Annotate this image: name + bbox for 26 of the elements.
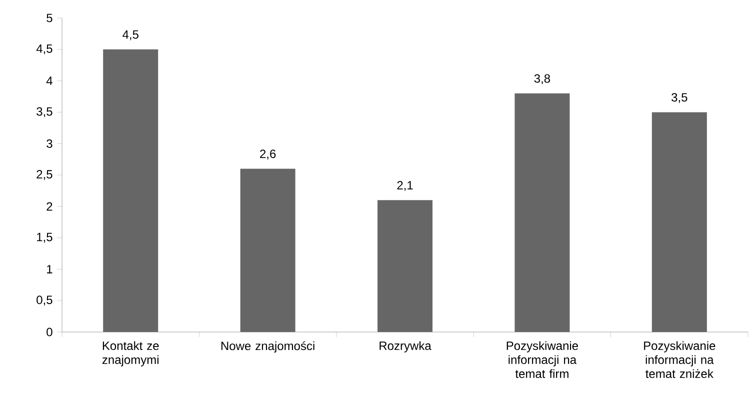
x-tick-label: Kontakt ze znajomymi [102, 341, 159, 366]
data-label: 3,8 [534, 74, 550, 84]
y-tick-label: 4 [46, 76, 52, 85]
x-tick-label: Pozyskiwanie informacji na temat firm [506, 341, 578, 378]
data-label: 4,5 [122, 30, 138, 40]
y-tick-label: 2 [46, 202, 52, 211]
y-tick-label: 3 [46, 139, 52, 148]
y-tick-label: 0 [46, 328, 52, 336]
x-tick-label: Rozrywka [380, 341, 432, 352]
y-tick-label: 5 [46, 14, 52, 22]
y-tick-label: 4,5 [36, 44, 52, 54]
y-tick-label: 2,5 [36, 170, 52, 180]
x-tick-label: Nowe znajomości [221, 341, 314, 353]
data-label: 2,1 [397, 181, 413, 191]
bar [240, 168, 296, 332]
y-tick-label: 3,5 [36, 107, 52, 118]
bar [514, 93, 570, 332]
x-tick-label: Pozyskiwanie informacji na temat zniżek [644, 341, 716, 378]
y-tick-label: 1,5 [37, 232, 52, 243]
bar [103, 49, 158, 332]
bar [378, 200, 432, 332]
y-tick-label: 0,5 [36, 296, 52, 306]
y-tick-label: 1 [47, 265, 52, 274]
data-label: 2,6 [260, 150, 276, 160]
data-label: 3,5 [672, 93, 688, 104]
bar [652, 112, 707, 332]
